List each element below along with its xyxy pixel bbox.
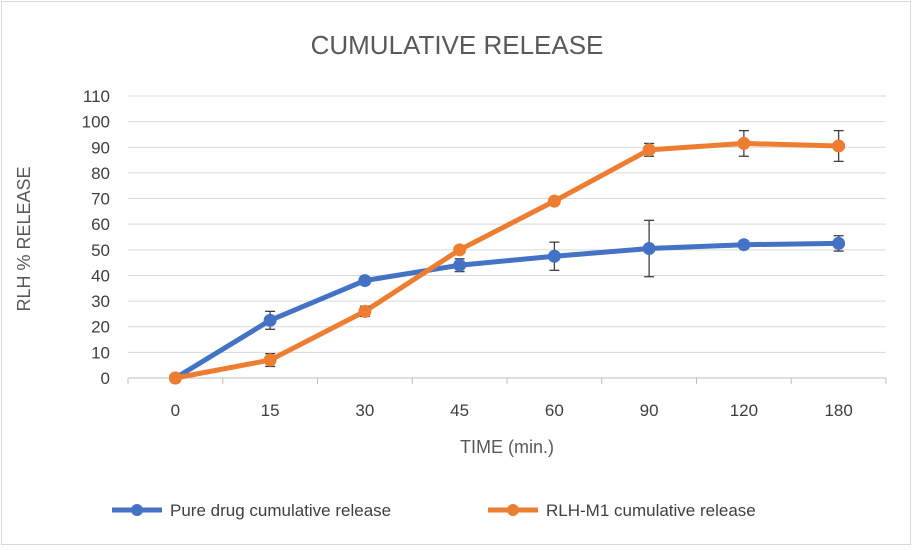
legend-item-pure-drug: Pure drug cumulative release — [112, 501, 391, 520]
y-tick-label: 40 — [91, 266, 110, 285]
y-tick-label: 70 — [91, 190, 110, 209]
y-tick-label: 30 — [91, 292, 110, 311]
data-point — [263, 353, 277, 367]
legend-label-pure-drug: Pure drug cumulative release — [170, 501, 391, 520]
data-point — [358, 304, 372, 318]
series-1 — [168, 219, 846, 385]
data-point — [832, 236, 846, 250]
legend-label-rlh-m1: RLH-M1 cumulative release — [546, 501, 756, 520]
y-tick-label: 20 — [91, 318, 110, 337]
y-tick-label: 10 — [91, 343, 110, 362]
x-axis-ticks: 0 15 30 45 60 90 120 180 — [127, 378, 887, 420]
y-tick-label: 0 — [101, 369, 110, 388]
series-layer — [168, 129, 846, 385]
x-tick-label: 0 — [171, 401, 180, 420]
legend: Pure drug cumulative release RLH-M1 cumu… — [112, 501, 756, 520]
gridlines — [128, 95, 886, 379]
data-point — [832, 139, 846, 153]
data-point — [453, 258, 467, 272]
y-tick-label: 100 — [82, 113, 110, 132]
legend-marker-rlh-m1 — [507, 504, 519, 516]
y-tick-label: 60 — [91, 215, 110, 234]
data-point — [453, 243, 467, 257]
x-axis-label: TIME (min.) — [460, 437, 554, 457]
y-tick-label: 110 — [83, 87, 110, 106]
data-point — [358, 274, 372, 288]
chart-title: CUMULATIVE RELEASE — [311, 30, 604, 60]
data-point — [737, 136, 751, 150]
x-tick-label: 30 — [355, 401, 374, 420]
series-line — [172, 140, 842, 381]
x-tick-label: 15 — [261, 401, 280, 420]
legend-item-rlh-m1: RLH-M1 cumulative release — [488, 501, 756, 520]
data-point — [168, 371, 182, 385]
x-tick-label: 120 — [730, 401, 758, 420]
data-point — [263, 313, 277, 327]
data-point — [737, 238, 751, 252]
y-axis-ticks: 0 10 20 30 40 50 60 70 80 90 100 110 — [82, 87, 110, 388]
x-tick-label: 180 — [824, 401, 852, 420]
y-axis-label: RLH % RELEASE — [14, 166, 34, 311]
y-tick-label: 80 — [91, 164, 110, 183]
y-tick-label: 90 — [91, 138, 110, 157]
x-tick-label: 60 — [545, 401, 564, 420]
y-tick-label: 50 — [91, 241, 110, 260]
data-point — [642, 242, 656, 256]
data-point — [547, 249, 561, 263]
series-2 — [168, 129, 846, 385]
x-tick-label: 45 — [450, 401, 469, 420]
series-line — [172, 240, 842, 381]
data-point — [547, 194, 561, 208]
data-point — [642, 143, 656, 157]
legend-marker-pure-drug — [131, 504, 143, 516]
x-tick-label: 90 — [640, 401, 659, 420]
